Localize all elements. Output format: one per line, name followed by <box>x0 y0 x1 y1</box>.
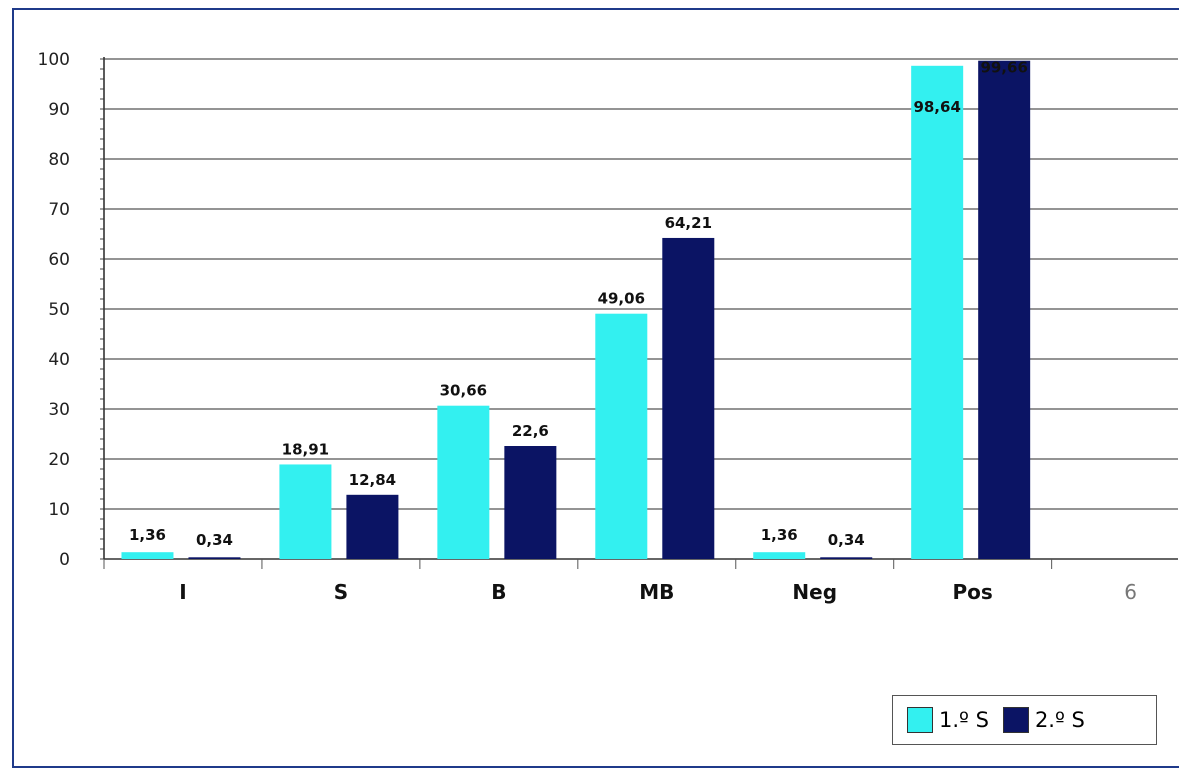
y-tick-label: 90 <box>48 100 70 120</box>
bar <box>504 446 557 559</box>
data-label: 64,21 <box>665 214 712 232</box>
chart-legend: 1.º S 2.º S <box>892 695 1157 745</box>
bar <box>662 237 715 559</box>
legend-swatch-series-1 <box>907 707 933 733</box>
legend-label-series-1: 1.º S <box>939 708 989 732</box>
x-tick-label: 6 <box>1124 580 1137 604</box>
data-label: 30,66 <box>440 382 487 400</box>
data-label: 0,34 <box>196 531 233 549</box>
y-tick-label: 80 <box>48 150 70 170</box>
data-label: 22,6 <box>512 422 549 440</box>
x-tick-label: Pos <box>953 580 993 604</box>
bar <box>595 313 648 559</box>
data-label: 98,64 <box>913 98 960 116</box>
data-label: 18,91 <box>282 440 329 458</box>
bar <box>346 494 399 559</box>
y-tick-label: 100 <box>38 50 70 70</box>
y-tick-label: 70 <box>48 200 70 220</box>
y-tick-label: 30 <box>48 400 70 420</box>
bar <box>911 65 964 560</box>
y-tick-label: 40 <box>48 350 70 370</box>
legend-item-series-1: 1.º S <box>907 707 989 733</box>
x-tick-label: S <box>334 580 348 604</box>
bar <box>437 405 490 559</box>
bar <box>978 60 1031 559</box>
x-tick-label: B <box>491 580 506 604</box>
legend-swatch-series-2 <box>1002 707 1029 733</box>
bar <box>820 557 873 559</box>
bar <box>279 464 332 559</box>
y-tick-label: 10 <box>48 500 70 520</box>
x-tick-label: Neg <box>792 580 837 604</box>
data-label: 99,66 <box>980 59 1027 77</box>
y-tick-label: 0 <box>59 550 70 570</box>
data-label: 1,36 <box>761 526 798 544</box>
legend-item-series-2: 2.º S <box>1002 707 1085 733</box>
data-label: 0,34 <box>828 531 865 549</box>
data-label: 1,36 <box>129 526 166 544</box>
y-tick-label: 20 <box>48 450 70 470</box>
bar <box>121 552 174 559</box>
x-tick-label: I <box>179 580 186 604</box>
x-tick-label: MB <box>639 580 674 604</box>
data-label: 12,84 <box>349 471 396 489</box>
legend-label-series-2: 2.º S <box>1034 708 1085 732</box>
y-tick-label: 50 <box>48 300 70 320</box>
bar <box>188 557 241 559</box>
y-tick-label: 60 <box>48 250 70 270</box>
bar <box>753 552 806 559</box>
data-label: 49,06 <box>598 290 645 308</box>
